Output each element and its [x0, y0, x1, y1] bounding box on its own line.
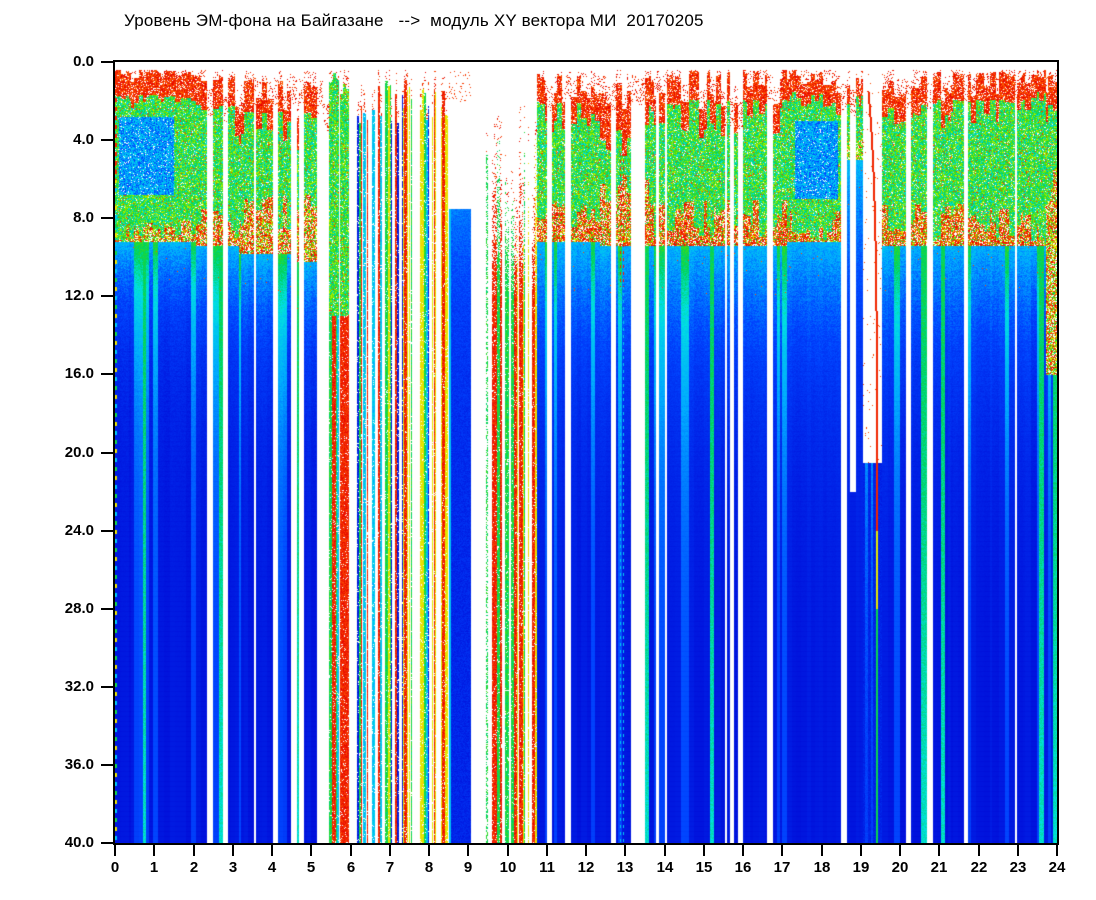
x-tick-mark [153, 845, 155, 856]
y-tick-mark [101, 61, 114, 63]
y-tick-label: 20.0 [64, 444, 94, 461]
y-tick-mark [101, 608, 114, 610]
spectrogram-canvas [115, 62, 1057, 843]
x-tick-mark [546, 845, 548, 856]
x-tick-label: 18 [813, 859, 831, 876]
x-tick-label: 10 [499, 859, 517, 876]
x-tick-label: 3 [228, 859, 238, 876]
x-tick-mark [193, 845, 195, 856]
y-tick-label: 0.0 [73, 53, 94, 70]
y-tick-label: 36.0 [64, 756, 94, 773]
y-tick-label: 16.0 [64, 365, 94, 382]
x-tick-label: 15 [695, 859, 713, 876]
y-tick-mark [101, 295, 114, 297]
plot-frame [113, 60, 1059, 845]
x-tick-label: 12 [577, 859, 595, 876]
y-tick-mark [101, 530, 114, 532]
x-tick-label: 11 [539, 859, 555, 876]
x-tick-mark [664, 845, 666, 856]
y-tick-mark [101, 217, 114, 219]
x-tick-label: 19 [852, 859, 870, 876]
x-tick-label: 0 [110, 859, 120, 876]
x-tick-mark [821, 845, 823, 856]
x-tick-label: 9 [463, 859, 473, 876]
x-tick-mark [978, 845, 980, 856]
x-tick-mark [1017, 845, 1019, 856]
y-tick-label: 8.0 [73, 209, 94, 226]
x-tick-label: 17 [773, 859, 791, 876]
y-tick-mark [101, 686, 114, 688]
y-tick-mark [101, 764, 114, 766]
x-tick-mark [585, 845, 587, 856]
x-tick-mark [232, 845, 234, 856]
x-tick-mark [703, 845, 705, 856]
x-tick-label: 1 [149, 859, 159, 876]
x-tick-mark [467, 845, 469, 856]
y-tick-mark [101, 842, 114, 844]
y-tick-mark [101, 452, 114, 454]
y-tick-label: 32.0 [64, 678, 94, 695]
x-tick-mark [624, 845, 626, 856]
chart-title: Уровень ЭМ-фона на Байгазане --> модуль … [124, 11, 704, 30]
x-tick-mark [742, 845, 744, 856]
x-tick-label: 13 [616, 859, 634, 876]
x-tick-mark [114, 845, 116, 856]
y-tick-label: 40.0 [64, 834, 94, 851]
x-tick-mark [1056, 845, 1058, 856]
x-tick-label: 22 [970, 859, 988, 876]
x-tick-mark [389, 845, 391, 856]
x-tick-mark [899, 845, 901, 856]
x-tick-label: 6 [346, 859, 356, 876]
x-tick-mark [860, 845, 862, 856]
y-tick-label: 28.0 [64, 600, 94, 617]
x-tick-mark [350, 845, 352, 856]
x-tick-label: 24 [1048, 859, 1066, 876]
x-tick-label: 8 [424, 859, 434, 876]
y-tick-label: 12.0 [64, 287, 94, 304]
x-tick-mark [428, 845, 430, 856]
x-tick-label: 2 [189, 859, 199, 876]
x-tick-mark [938, 845, 940, 856]
y-tick-mark [101, 139, 114, 141]
x-tick-label: 20 [891, 859, 909, 876]
x-tick-label: 7 [385, 859, 395, 876]
x-tick-label: 23 [1009, 859, 1027, 876]
x-tick-mark [781, 845, 783, 856]
y-tick-label: 4.0 [73, 131, 94, 148]
y-tick-label: 24.0 [64, 522, 94, 539]
x-tick-label: 14 [656, 859, 674, 876]
x-tick-mark [271, 845, 273, 856]
x-tick-mark [507, 845, 509, 856]
x-tick-label: 21 [930, 859, 948, 876]
x-tick-label: 5 [306, 859, 316, 876]
x-tick-label: 4 [267, 859, 277, 876]
x-tick-label: 16 [734, 859, 752, 876]
y-tick-mark [101, 373, 114, 375]
x-tick-mark [310, 845, 312, 856]
